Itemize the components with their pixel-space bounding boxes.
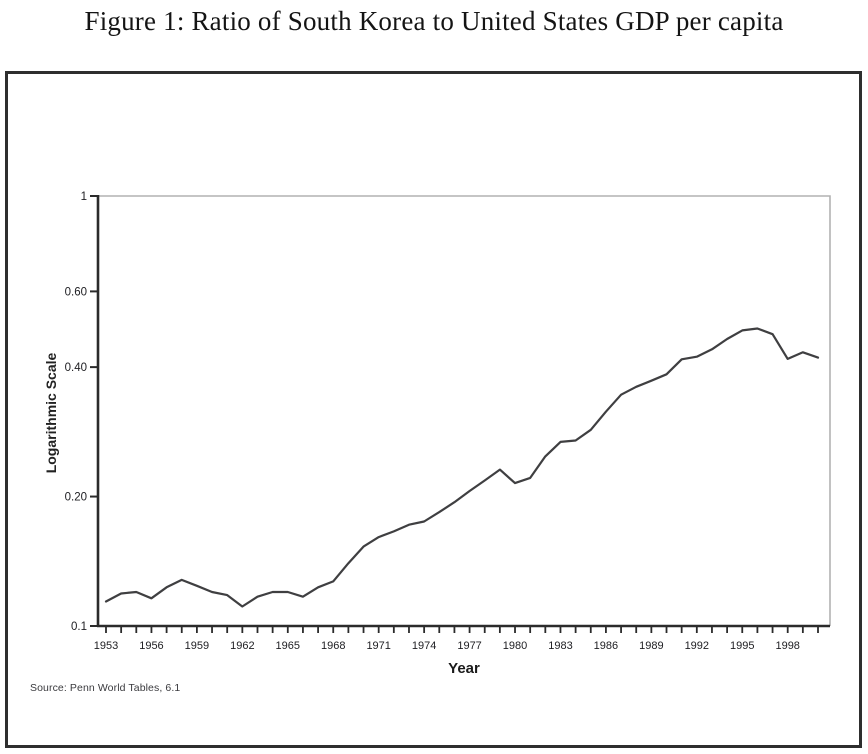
plot-frame-light-spines [98, 195, 831, 626]
svg-text:1995: 1995 [730, 640, 754, 652]
x-axis-ticks: 1953 1956 1959 1962 1965 1968 1971 1974 1977 1980… [94, 627, 819, 652]
svg-text:1968: 1968 [321, 640, 345, 652]
x-axis-title: Year [448, 660, 480, 677]
y-axis-title: Logarithmic Scale [43, 352, 59, 474]
svg-text:1980: 1980 [503, 640, 527, 652]
chart-frame [5, 71, 862, 748]
ratio-data-line [104, 327, 820, 608]
svg-text:1962: 1962 [230, 640, 254, 652]
svg-text:0.40: 0.40 [65, 362, 87, 374]
figure-title: Figure 1: Ratio of South Korea to United… [84, 6, 784, 36]
svg-text:1953: 1953 [94, 640, 118, 652]
y-axis-ticks: 1 0.60 0.40 0.20 0.1 [65, 191, 98, 633]
svg-text:1998: 1998 [775, 640, 799, 652]
svg-text:1992: 1992 [685, 640, 709, 652]
svg-text:1: 1 [81, 191, 87, 203]
svg-text:1965: 1965 [276, 640, 300, 652]
svg-text:1956: 1956 [139, 640, 163, 652]
svg-text:1989: 1989 [639, 640, 663, 652]
svg-text:1974: 1974 [412, 640, 436, 652]
source-note: Source: Penn World Tables, 6.1 [30, 682, 181, 694]
svg-text:0.1: 0.1 [71, 621, 87, 633]
svg-text:1977: 1977 [457, 640, 481, 652]
svg-text:1983: 1983 [548, 640, 572, 652]
svg-text:0.60: 0.60 [65, 286, 87, 298]
svg-text:1959: 1959 [185, 640, 209, 652]
svg-text:1971: 1971 [366, 640, 390, 652]
svg-text:1986: 1986 [594, 640, 618, 652]
svg-text:0.20: 0.20 [65, 492, 87, 504]
